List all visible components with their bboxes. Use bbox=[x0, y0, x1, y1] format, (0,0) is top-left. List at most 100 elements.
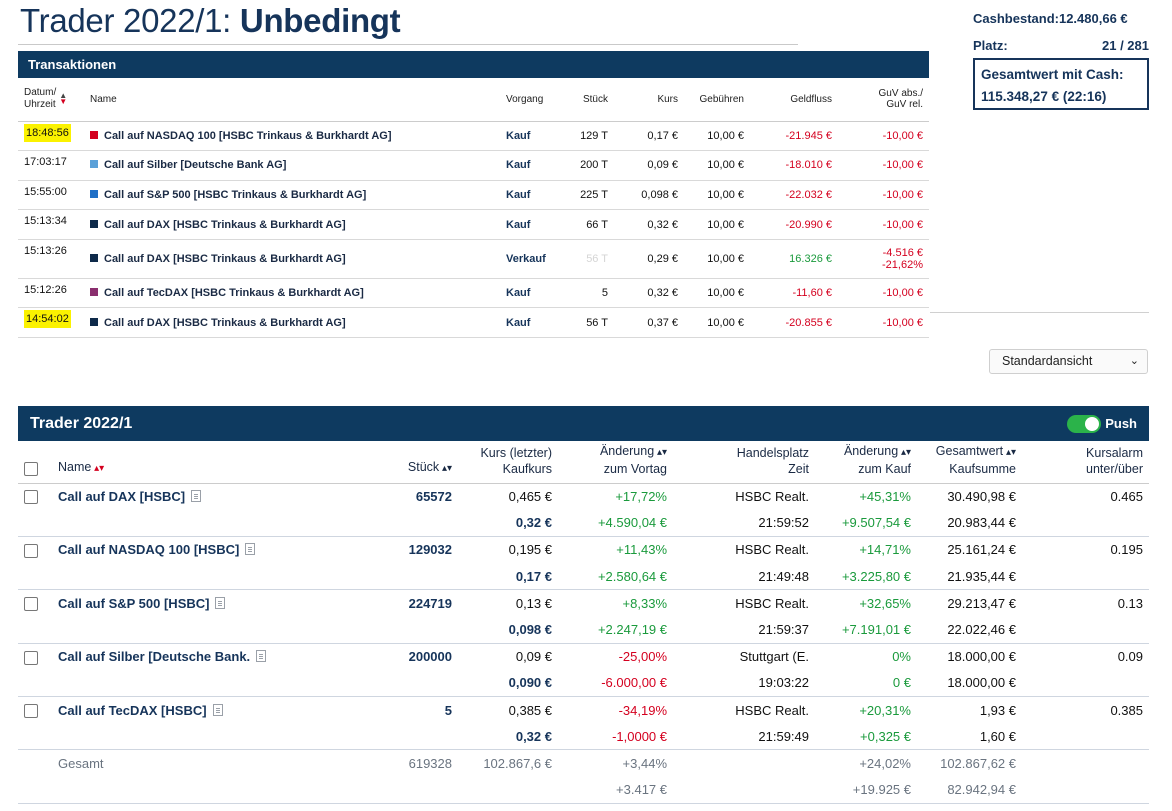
select-all-checkbox[interactable] bbox=[24, 462, 38, 477]
position-checkbox[interactable] bbox=[24, 703, 38, 718]
color-marker bbox=[90, 219, 98, 228]
document-icon[interactable] bbox=[212, 703, 223, 716]
position-checkbox[interactable] bbox=[24, 597, 38, 612]
position-subrow: 0,098 € +2.247,19 €21:59:37 +7.191,01 €22.… bbox=[18, 616, 1149, 644]
position-row[interactable]: Call auf S&P 500 [HSBC] 224719 0,13 € +8,33… bbox=[18, 590, 1149, 617]
position-name-link[interactable]: Call auf TecDAX [HSBC] bbox=[58, 702, 207, 718]
transaction-stueck: 66 T bbox=[562, 209, 614, 240]
document-icon[interactable] bbox=[215, 596, 226, 609]
transaction-name[interactable]: Call auf DAX [HSBC Trinkaus & Burkhardt … bbox=[84, 209, 500, 240]
transaction-row[interactable]: 15:13:26 Call auf DAX [HSBC Trinkaus & Bu… bbox=[18, 239, 929, 279]
position-kursalarm[interactable]: 0.195 bbox=[1110, 542, 1143, 558]
position-kaufsumme: 1,60 € bbox=[917, 723, 1022, 751]
view-select[interactable]: Standardansicht ⌄ bbox=[989, 349, 1148, 374]
total-aenderung-pct: +3,44% bbox=[622, 755, 667, 771]
column-vorgang: Vorgang bbox=[500, 78, 562, 122]
column-datum[interactable]: Datum/Uhrzeit▲ ▼ bbox=[18, 78, 84, 122]
position-name[interactable]: Call auf Silber [Deutsche Bank. bbox=[52, 643, 352, 670]
column-name[interactable]: Name ▴▾ bbox=[52, 441, 352, 484]
transaction-name[interactable]: Call auf TecDAX [HSBC Trinkaus & Burkhar… bbox=[84, 278, 500, 309]
document-icon[interactable] bbox=[191, 490, 202, 503]
position-name[interactable]: Call auf NASDAQ 100 [HSBC] bbox=[52, 536, 352, 563]
time-text: 18:48:56 bbox=[24, 123, 71, 142]
column-gesamtwert[interactable]: Gesamtwert ▴▾ Kaufsumme bbox=[917, 441, 1022, 484]
empty-cell bbox=[1022, 509, 1149, 537]
position-kauf-abs: +9.507,54 € bbox=[815, 509, 917, 537]
position-name[interactable]: Call auf TecDAX [HSBC] bbox=[52, 697, 352, 724]
position-name-link[interactable]: Call auf DAX [HSBC] bbox=[58, 489, 186, 505]
position-aenderung-pct: -25,00% bbox=[618, 649, 667, 665]
transaction-row[interactable]: 14:54:02 Call auf DAX [HSBC Trinkaus & Bu… bbox=[18, 307, 929, 339]
position-kauf-pct: +20,31% bbox=[859, 702, 911, 718]
position-row[interactable]: Call auf DAX [HSBC] 65572 0,465 € +17,72% HS… bbox=[18, 483, 1149, 510]
transaction-row[interactable]: 17:03:17 Call auf Silber [Deutsche Bank A… bbox=[18, 150, 929, 181]
empty-cell bbox=[1022, 750, 1149, 777]
column-geldfluss: Geldfluss bbox=[750, 78, 838, 122]
position-row[interactable]: Call auf Silber [Deutsche Bank. 200000 0,0… bbox=[18, 643, 1149, 670]
position-kurs: 0,13 € bbox=[515, 595, 552, 611]
position-name-link[interactable]: Call auf Silber [Deutsche Bank. bbox=[58, 649, 251, 665]
transaction-name[interactable]: Call auf DAX [HSBC Trinkaus & Burkhardt … bbox=[84, 239, 500, 279]
sort-icon[interactable]: ▴▾ bbox=[439, 462, 452, 474]
position-name-link[interactable]: Call auf S&P 500 [HSBC] bbox=[58, 595, 210, 611]
transaction-name-text[interactable]: Call auf S&P 500 [HSBC Trinkaus & Burkha… bbox=[104, 188, 367, 201]
position-kursalarm[interactable]: 0.385 bbox=[1110, 702, 1143, 718]
sort-icon[interactable]: ▴▾ bbox=[898, 446, 911, 458]
column-zumkauf-label: zum Kauf bbox=[858, 461, 911, 476]
column-kaufsumme-label: Kaufsumme bbox=[949, 461, 1016, 476]
position-name[interactable]: Call auf DAX [HSBC] bbox=[52, 483, 352, 510]
position-stueck: 200000 bbox=[408, 649, 452, 665]
sort-icon[interactable]: ▴▾ bbox=[654, 446, 667, 458]
position-kursalarm[interactable]: 0.465 bbox=[1110, 489, 1143, 505]
position-name-link[interactable]: Call auf NASDAQ 100 [HSBC] bbox=[58, 542, 240, 558]
cash-balance: Cashbestand: 12.480,66 € bbox=[973, 11, 1151, 26]
position-handelsplatz: Stuttgart (E. bbox=[739, 649, 809, 665]
transaction-name-text[interactable]: Call auf DAX [HSBC Trinkaus & Burkhardt … bbox=[104, 218, 346, 231]
transaction-name-text[interactable]: Call auf TecDAX [HSBC Trinkaus & Burkhar… bbox=[104, 287, 364, 300]
document-icon[interactable] bbox=[256, 650, 267, 663]
position-kaufkurs: 0,32 € bbox=[458, 509, 558, 537]
position-name[interactable]: Call auf S&P 500 [HSBC] bbox=[52, 590, 352, 617]
transaction-name[interactable]: Call auf DAX [HSBC Trinkaus & Burkhardt … bbox=[84, 307, 500, 339]
sort-icon[interactable]: ▲ ▼ bbox=[59, 91, 68, 107]
transaction-name-text[interactable]: Call auf DAX [HSBC Trinkaus & Burkhardt … bbox=[104, 316, 346, 329]
transaction-name-text[interactable]: Call auf DAX [HSBC Trinkaus & Burkhardt … bbox=[104, 252, 346, 265]
transaction-name[interactable]: Call auf Silber [Deutsche Bank AG] bbox=[84, 150, 500, 181]
position-checkbox[interactable] bbox=[24, 650, 38, 665]
sort-icon[interactable]: ▴▾ bbox=[1003, 446, 1016, 458]
position-row[interactable]: Call auf NASDAQ 100 [HSBC] 129032 0,195 € +… bbox=[18, 536, 1149, 563]
column-handelsplatz-label: Handelsplatz bbox=[736, 445, 809, 460]
cash-value: 12.480,66 € bbox=[1058, 11, 1128, 26]
push-toggle[interactable] bbox=[1067, 415, 1101, 433]
column-stueck[interactable]: Stück ▴▾ bbox=[352, 441, 458, 484]
empty-cell bbox=[18, 616, 52, 644]
column-aenderung-vortag[interactable]: Änderung ▴▾ zum Vortag bbox=[558, 441, 673, 484]
transaction-row[interactable]: 15:55:00 Call auf S&P 500 [HSBC Trinkaus … bbox=[18, 180, 929, 211]
transaction-row[interactable]: 15:12:26 Call auf TecDAX [HSBC Trinkaus &… bbox=[18, 278, 929, 309]
transaction-row[interactable]: 18:48:56 Call auf NASDAQ 100 [HSBC Trinka… bbox=[18, 121, 929, 152]
transaction-gebuehren: 10,00 € bbox=[684, 209, 750, 240]
position-kursalarm[interactable]: 0.09 bbox=[1117, 649, 1143, 665]
column-datum-label: Datum/ bbox=[24, 87, 57, 99]
transaction-name-text[interactable]: Call auf NASDAQ 100 [HSBC Trinkaus & Bur… bbox=[104, 129, 392, 142]
transaction-name[interactable]: Call auf S&P 500 [HSBC Trinkaus & Burkha… bbox=[84, 180, 500, 211]
position-select bbox=[18, 483, 52, 510]
position-checkbox[interactable] bbox=[24, 490, 38, 505]
guv-abs: -10,00 € bbox=[882, 316, 923, 329]
document-icon[interactable] bbox=[245, 543, 256, 556]
position-kursalarm[interactable]: 0.13 bbox=[1117, 595, 1143, 611]
transaction-name[interactable]: Call auf NASDAQ 100 [HSBC Trinkaus & Bur… bbox=[84, 121, 500, 152]
guv-abs: -10,00 € bbox=[882, 159, 923, 172]
position-handelsplatz: HSBC Realt. bbox=[735, 595, 809, 611]
sort-icon[interactable]: ▴▾ bbox=[91, 462, 105, 474]
total-aenderung-abs: +3.417 € bbox=[558, 776, 673, 804]
position-kaufkurs: 0,090 € bbox=[458, 669, 558, 697]
transaction-geldfluss: -20.990 € bbox=[750, 209, 838, 240]
position-row[interactable]: Call auf TecDAX [HSBC] 5 0,385 € -34,19% HSB… bbox=[18, 697, 1149, 724]
column-aenderung-kauf[interactable]: Änderung ▴▾ zum Kauf bbox=[815, 441, 917, 484]
position-checkbox[interactable] bbox=[24, 543, 38, 558]
position-kurs: 0,09 € bbox=[515, 649, 552, 665]
position-zeit: 21:59:37 bbox=[673, 616, 815, 644]
transaction-name-text[interactable]: Call auf Silber [Deutsche Bank AG] bbox=[104, 159, 287, 172]
transaction-row[interactable]: 15:13:34 Call auf DAX [HSBC Trinkaus & Bu… bbox=[18, 209, 929, 240]
